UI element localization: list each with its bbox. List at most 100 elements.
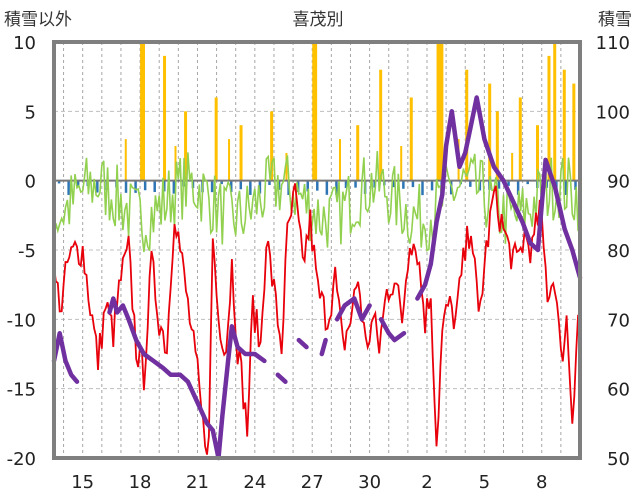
blue-bars xyxy=(57,180,577,196)
precipitation-bar xyxy=(174,146,177,181)
blue-bar xyxy=(268,180,271,185)
blue-bar xyxy=(124,180,128,193)
blue-bar xyxy=(516,180,520,195)
precipitation-bar xyxy=(163,55,167,181)
blue-bar xyxy=(469,180,472,187)
left-tick-label: 5 xyxy=(25,102,36,123)
snow-depth-series xyxy=(51,95,583,461)
blue-bar xyxy=(163,180,166,192)
right-tick-label: 110 xyxy=(596,33,630,54)
left-axis-title: 積雪以外 xyxy=(4,10,72,30)
precipitation-bar xyxy=(488,83,492,181)
right-tick-label: 80 xyxy=(607,241,630,262)
blue-bar xyxy=(172,180,176,194)
precipitation-bar xyxy=(141,42,145,181)
precipitation-bar xyxy=(536,125,540,181)
blue-bar xyxy=(430,180,434,191)
blue-bar xyxy=(229,180,233,192)
right-tick-label: 60 xyxy=(607,380,630,401)
blue-bar xyxy=(57,180,61,184)
precipitation-bar xyxy=(562,69,566,181)
precipitation-bar xyxy=(572,83,576,181)
precipitation-bar xyxy=(438,42,442,181)
x-tick-label: 8 xyxy=(536,472,547,493)
precipitation-bar xyxy=(184,111,188,181)
precipitation-bar xyxy=(436,42,440,181)
right-axis-title: 積雪 xyxy=(598,10,632,30)
precipitation-bar xyxy=(511,152,514,181)
blue-bar xyxy=(402,180,405,189)
x-tick-label: 5 xyxy=(479,472,490,493)
left-tick-label: 10 xyxy=(13,33,36,54)
precipitation-bar xyxy=(495,111,499,181)
precipitation-bar xyxy=(312,42,316,181)
precipitation-bar xyxy=(124,139,127,181)
precipitation-bar xyxy=(356,125,360,181)
blue-bar xyxy=(76,180,80,188)
green-series-line xyxy=(53,151,579,253)
blue-bar xyxy=(258,180,262,194)
x-tick-label: 18 xyxy=(129,472,152,493)
blue-bar xyxy=(392,180,396,188)
blue-bar xyxy=(325,180,329,195)
precipitation-bar xyxy=(409,97,413,181)
x-tick-label: 21 xyxy=(186,472,209,493)
right-tick-label: 50 xyxy=(607,449,630,470)
blue-bar xyxy=(354,180,357,188)
blue-bar xyxy=(67,180,70,195)
blue-bar xyxy=(421,180,424,196)
blue-bar xyxy=(306,180,309,192)
blue-bar xyxy=(574,180,577,190)
x-tick-label: 27 xyxy=(301,472,324,493)
blue-bar xyxy=(526,180,529,185)
blue-bar xyxy=(153,180,156,192)
blue-bar xyxy=(316,180,319,191)
precipitation-bar xyxy=(270,111,274,181)
blue-bar xyxy=(373,180,376,188)
left-tick-label: -20 xyxy=(7,449,36,470)
precipitation-bar xyxy=(338,139,341,181)
blue-bar xyxy=(220,180,223,185)
precipitation-bar xyxy=(465,69,469,181)
x-tick-label: 24 xyxy=(243,472,266,493)
precipitation-bar xyxy=(228,139,231,181)
blue-bar xyxy=(564,180,568,195)
precipitation-bar xyxy=(553,42,557,181)
blue-bar xyxy=(249,180,252,195)
blue-bar xyxy=(507,180,510,186)
blue-bar xyxy=(143,180,147,191)
snow-depth-line xyxy=(51,95,583,461)
precipitation-bar xyxy=(314,42,318,181)
precipitation-bar xyxy=(140,42,144,181)
blue-bar xyxy=(335,180,338,195)
left-tick-label: -5 xyxy=(18,241,36,262)
blue-bar xyxy=(344,180,348,189)
precipitation-bar xyxy=(239,125,243,181)
blue-bar xyxy=(134,180,137,193)
precipitation-bar xyxy=(214,97,218,181)
chart-title: 喜茂別 xyxy=(293,10,344,30)
blue-bar xyxy=(497,180,501,189)
x-tick-label: 30 xyxy=(358,472,381,493)
x-tick-label: 2 xyxy=(421,472,432,493)
left-tick-label: 0 xyxy=(25,172,36,193)
precipitation-bar xyxy=(400,146,403,181)
precipitation-bar xyxy=(285,152,288,181)
plot-frame xyxy=(52,40,582,460)
right-tick-label: 90 xyxy=(607,172,630,193)
blue-bar xyxy=(478,180,482,191)
right-tick-label: 100 xyxy=(596,102,630,123)
blue-bar xyxy=(210,180,214,193)
right-tick-label: 70 xyxy=(607,310,630,331)
x-tick-label: 15 xyxy=(71,472,94,493)
precipitation-bar xyxy=(518,97,522,181)
blue-bar xyxy=(96,180,99,193)
precipitation-bar xyxy=(440,42,444,181)
green-series xyxy=(53,151,579,253)
left-tick-label: -10 xyxy=(7,310,36,331)
blue-bar xyxy=(239,180,243,190)
precipitation-bar xyxy=(547,55,551,181)
left-tick-label: -15 xyxy=(7,380,36,401)
